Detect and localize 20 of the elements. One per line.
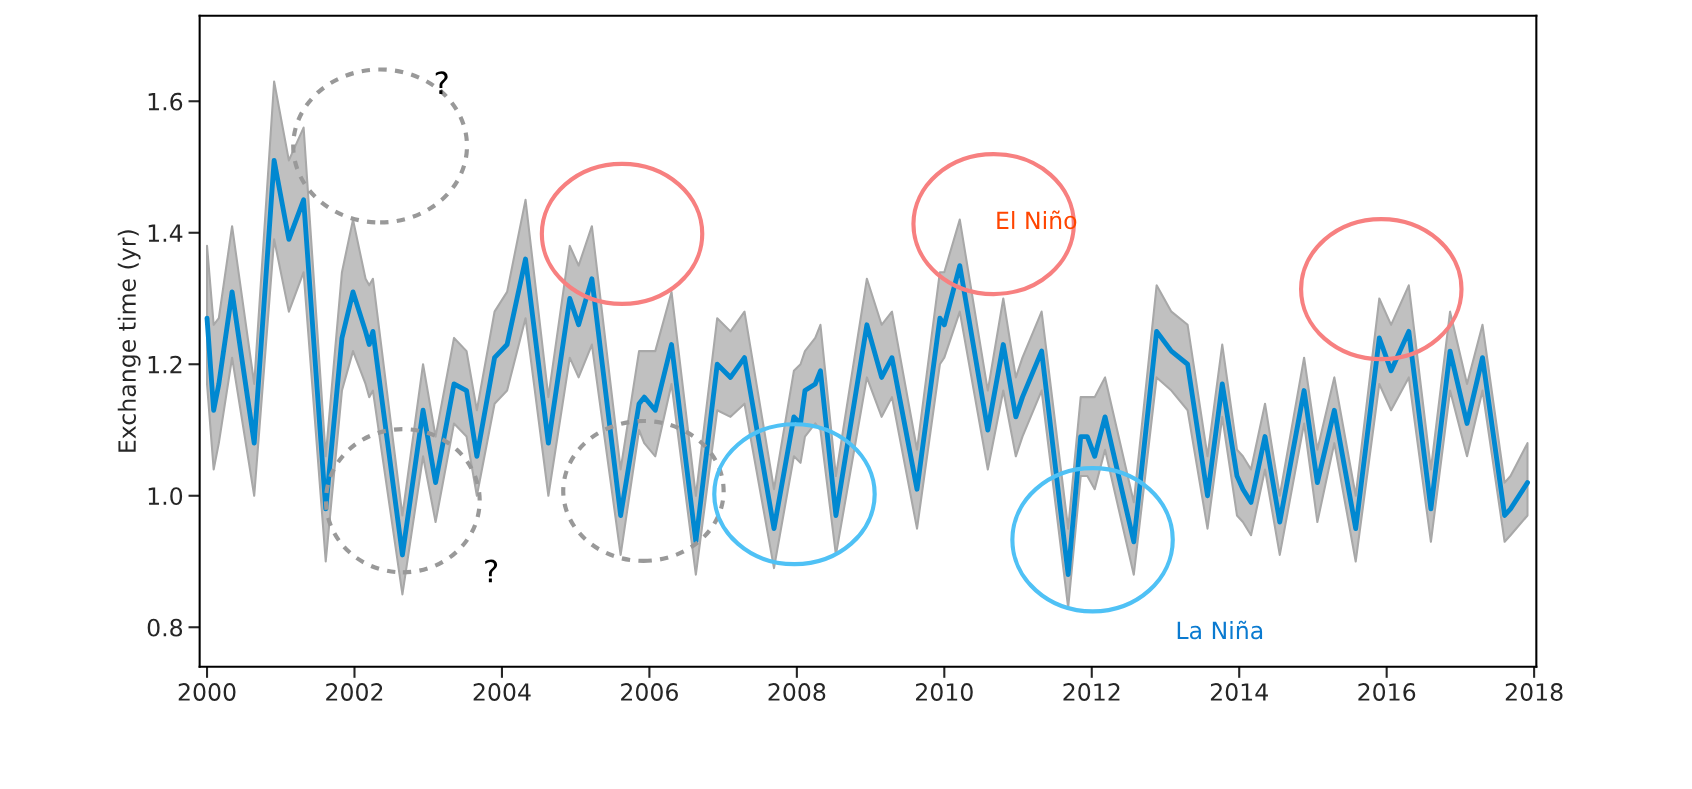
annotation: ? [485,559,498,583]
y-tick-label: 0.8 [147,618,183,637]
x-tick-label: 2008 [768,683,826,701]
y-tick-label: 1.2 [148,355,182,374]
x-tick-label: 2018 [1505,683,1563,701]
y-tick-label: 1.0 [148,487,183,506]
y-tick-label: 1.4 [148,224,183,242]
x-tick-label: 2010 [915,683,973,701]
x-tick-label: 2006 [621,683,678,701]
x-tick-label: 2012 [1063,683,1120,701]
x-tick-label: 2002 [326,683,383,701]
annotation: La Niña [1177,620,1263,640]
x-tick-label: 2016 [1358,683,1416,701]
x-tick-label: 2000 [178,683,236,701]
x-tick-label: 2004 [473,683,531,701]
annotation: El Niño [997,210,1077,230]
annotation: ? [435,71,448,95]
y-axis-title: Exchange time (yr) [117,230,141,452]
x-tick-label: 2014 [1210,683,1268,701]
y-tick-label: 1.6 [148,92,183,111]
